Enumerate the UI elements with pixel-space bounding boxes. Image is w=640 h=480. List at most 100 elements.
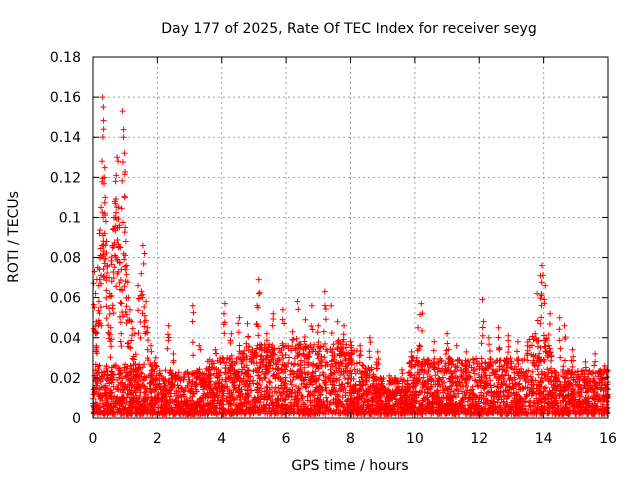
data-point: [227, 408, 234, 415]
data-point: [212, 346, 219, 353]
data-point: [163, 404, 170, 411]
y-tick-label: 0.02: [50, 371, 81, 387]
data-point: [122, 238, 129, 245]
data-point: [117, 276, 124, 283]
data-point: [117, 338, 124, 345]
data-point: [190, 391, 197, 398]
data-point: [545, 342, 552, 349]
data-point: [292, 346, 299, 353]
data-point: [157, 382, 164, 389]
data-point: [140, 397, 147, 404]
data-point: [307, 376, 314, 383]
data-point: [247, 387, 254, 394]
data-point: [347, 338, 354, 345]
data-point: [148, 397, 155, 404]
data-point: [214, 410, 221, 417]
data-point: [321, 288, 328, 295]
data-point: [112, 404, 119, 411]
data-point: [513, 356, 520, 363]
data-point: [141, 304, 148, 311]
data-point: [118, 205, 125, 212]
data-point: [97, 378, 104, 385]
data-point: [557, 354, 564, 361]
data-point: [263, 356, 270, 363]
data-point: [140, 403, 147, 410]
data-point: [102, 218, 109, 225]
data-point: [220, 310, 227, 317]
data-point: [194, 409, 201, 416]
data-point: [560, 363, 567, 370]
data-point: [138, 288, 145, 295]
data-point: [228, 330, 235, 337]
data-point: [132, 404, 139, 411]
data-point: [289, 328, 296, 335]
data-point: [495, 334, 502, 341]
data-point: [463, 348, 470, 355]
y-axis-label: ROTI / TECUs: [6, 191, 22, 283]
data-point: [223, 359, 230, 366]
data-point: [235, 385, 242, 392]
data-point: [147, 379, 154, 386]
data-point: [262, 405, 269, 412]
data-point: [269, 400, 276, 407]
data-point: [415, 324, 422, 331]
data-point: [134, 372, 141, 379]
data-point: [243, 370, 250, 377]
data-point: [205, 408, 212, 415]
data-point: [561, 357, 568, 364]
data-point: [190, 370, 197, 377]
data-point: [172, 410, 179, 417]
data-point: [275, 395, 282, 402]
data-point: [113, 398, 120, 405]
data-point: [113, 283, 120, 290]
data-point: [155, 404, 162, 411]
data-point: [487, 355, 494, 362]
data-point: [262, 374, 269, 381]
data-point: [212, 350, 219, 357]
data-point: [250, 409, 257, 416]
data-point: [119, 400, 126, 407]
data-point: [259, 361, 266, 368]
data-point: [118, 343, 125, 350]
data-point: [100, 117, 107, 124]
data-point: [116, 370, 123, 377]
data-point: [187, 380, 194, 387]
data-point: [357, 348, 364, 355]
data-point: [342, 410, 349, 417]
data-point: [287, 399, 294, 406]
data-point: [180, 376, 187, 383]
data-point: [267, 357, 274, 364]
data-point: [534, 317, 541, 324]
data-point: [123, 399, 130, 406]
data-point: [335, 367, 342, 374]
data-point: [119, 177, 126, 184]
data-point: [236, 342, 243, 349]
data-point: [184, 405, 191, 412]
data-point: [591, 362, 598, 369]
data-point: [130, 356, 137, 363]
data-point: [123, 369, 130, 376]
data-point: [495, 324, 502, 331]
data-point: [295, 306, 302, 313]
data-point: [90, 280, 97, 287]
data-point: [272, 360, 279, 367]
data-point: [265, 344, 272, 351]
data-point: [165, 337, 172, 344]
data-point: [535, 371, 542, 378]
data-point: [257, 353, 264, 360]
data-point: [227, 400, 234, 407]
data-point: [147, 385, 154, 392]
data-point: [337, 346, 344, 353]
data-point: [228, 360, 235, 367]
data-point: [135, 282, 142, 289]
data-point: [90, 410, 97, 417]
data-point: [106, 404, 113, 411]
data-point: [100, 104, 107, 111]
data-point: [103, 400, 110, 407]
data-point: [538, 314, 545, 321]
data-point: [294, 387, 301, 394]
data-point: [101, 371, 108, 378]
chart-title: Day 177 of 2025, Rate Of TEC Index for r…: [161, 21, 536, 37]
data-point: [305, 369, 312, 376]
data-point: [304, 407, 311, 414]
